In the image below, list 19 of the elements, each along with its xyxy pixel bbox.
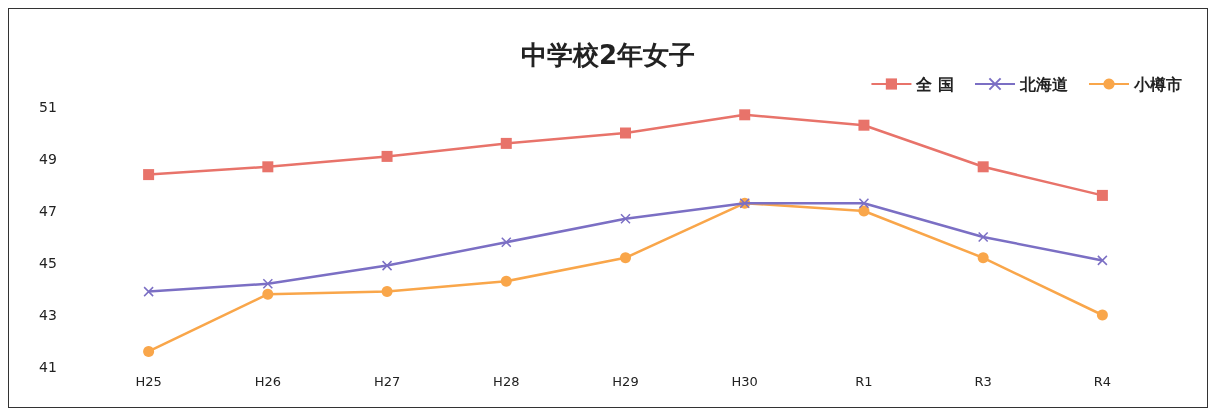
x-tick-label: H30 xyxy=(731,374,758,389)
legend-label: 北海道 xyxy=(1019,74,1069,94)
legend-label: 全 国 xyxy=(915,74,955,94)
legend-label: 小樽市 xyxy=(1133,74,1182,94)
x-tick-label: R1 xyxy=(855,374,873,389)
chart-title: 中学校2年女子 xyxy=(520,40,696,70)
y-tick-label: 47 xyxy=(39,203,57,219)
x-tick-label: H28 xyxy=(493,374,520,389)
x-tick-label: H29 xyxy=(612,374,639,389)
x-tick-label: H26 xyxy=(254,374,281,389)
y-tick-label: 49 xyxy=(39,151,57,167)
x-tick-label: H27 xyxy=(373,374,401,389)
y-tick-label: 43 xyxy=(39,307,57,323)
y-tick-label: 45 xyxy=(39,255,57,271)
y-tick-label: 51 xyxy=(39,99,57,115)
x-tick-label: R3 xyxy=(974,374,992,389)
y-tick-label: 41 xyxy=(39,359,57,375)
x-tick-label: R4 xyxy=(1093,374,1112,389)
x-tick-label: H25 xyxy=(135,374,162,389)
